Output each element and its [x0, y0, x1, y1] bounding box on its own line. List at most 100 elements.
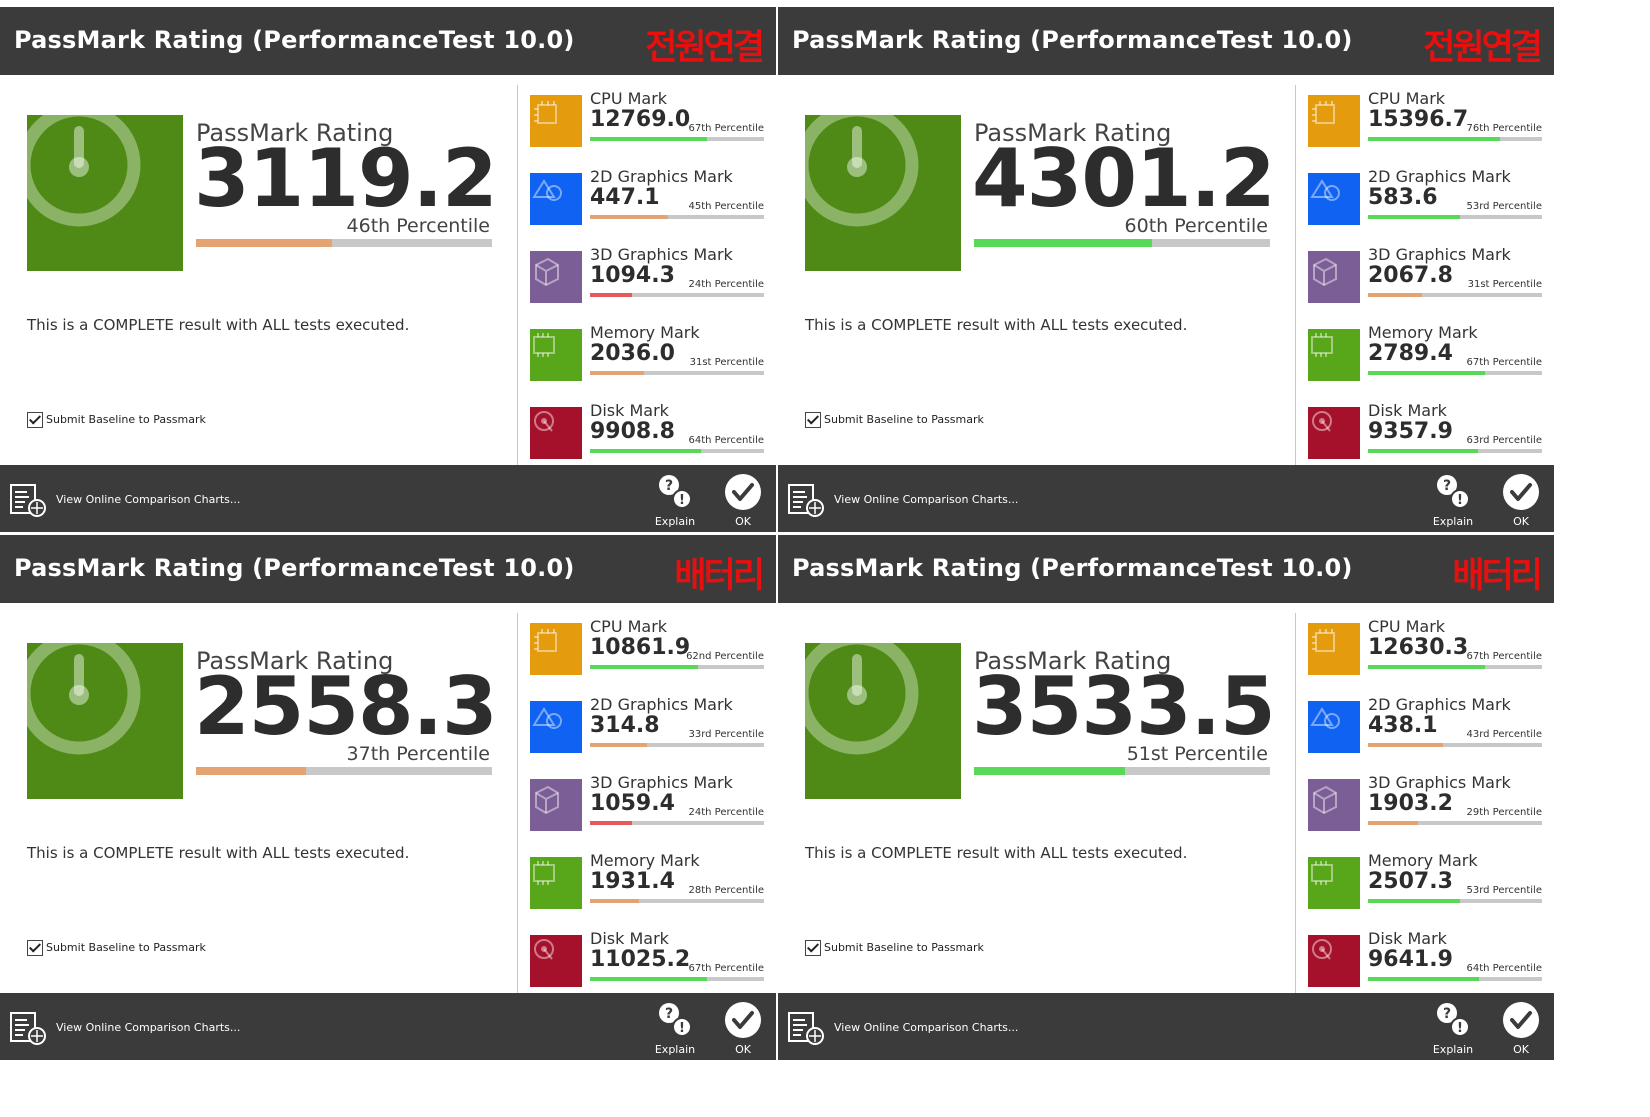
mark-percentile: 24th Percentile: [688, 279, 765, 290]
ok-button[interactable]: OK: [720, 471, 766, 529]
comparison-charts-icon: [10, 1011, 48, 1045]
mark-value: 12769.0: [590, 107, 691, 132]
mark-percentile: 24th Percentile: [688, 807, 765, 818]
svg-text:?: ?: [665, 1006, 673, 1022]
disk-drive-icon: [1308, 407, 1360, 459]
explain-label: Explain: [1432, 515, 1474, 528]
ok-button[interactable]: OK: [1498, 471, 1544, 529]
checkbox-checked-icon[interactable]: [27, 412, 43, 428]
disk-drive-mark: Disk Mark 9908.8 64th Percentile: [530, 401, 766, 463]
ok-label: OK: [735, 1043, 751, 1056]
submit-baseline-checkbox[interactable]: Submit Baseline to Passmark: [27, 412, 206, 428]
rating-percentile-bar: [974, 767, 1270, 775]
mark-percentile: 62nd Percentile: [686, 651, 764, 662]
mark-percentile-bar-fill: [590, 821, 632, 825]
window-title: PassMark Rating (PerformanceTest 10.0): [14, 26, 575, 54]
mark-percentile-bar-fill: [1368, 137, 1501, 141]
memory-chip-icon: [530, 857, 582, 909]
rating-percentile-bar-fill: [974, 239, 1152, 247]
submit-baseline-label: Submit Baseline to Passmark: [46, 413, 206, 426]
mark-value: 438.1: [1368, 713, 1438, 738]
cpu-chip-mark: CPU Mark 12769.0 67th Percentile: [530, 89, 766, 151]
rating-label: PassMark Rating: [974, 647, 1172, 675]
mark-label: Memory Mark: [1368, 323, 1478, 342]
submit-baseline-label: Submit Baseline to Passmark: [824, 941, 984, 954]
submit-baseline-checkbox[interactable]: Submit Baseline to Passmark: [805, 940, 984, 956]
rating-percentile-bar-fill: [974, 767, 1125, 775]
charts-link-label: View Online Comparison Charts...: [56, 493, 241, 506]
explain-button[interactable]: ?! Explain: [1430, 999, 1476, 1057]
submit-baseline-checkbox[interactable]: Submit Baseline to Passmark: [27, 940, 206, 956]
footer-bar: View Online Comparison Charts... ?! Explai…: [0, 465, 776, 532]
checkbox-checked-icon[interactable]: [805, 940, 821, 956]
mark-value: 2036.0: [590, 341, 675, 366]
mark-percentile-bar-fill: [590, 137, 707, 141]
divider: [1295, 85, 1296, 465]
2d-shapes-mark: 2D Graphics Mark 583.6 53rd Percentile: [1308, 167, 1544, 229]
checkbox-checked-icon[interactable]: [805, 412, 821, 428]
3d-cube-icon: [530, 251, 582, 303]
checkbox-checked-icon[interactable]: [27, 940, 43, 956]
complete-result-text: This is a COMPLETE result with ALL tests…: [27, 844, 410, 862]
window-title: PassMark Rating (PerformanceTest 10.0): [792, 26, 1353, 54]
svg-text:!: !: [679, 1021, 685, 1036]
mark-percentile: 67th Percentile: [688, 963, 765, 974]
power-mode-tag: 배터리: [1452, 556, 1543, 596]
explain-button[interactable]: ?! Explain: [652, 999, 698, 1057]
mark-label: CPU Mark: [590, 89, 668, 108]
mark-percentile-bar-fill: [1368, 977, 1480, 981]
mark-percentile-bar-fill: [1368, 821, 1419, 825]
footer-bar: View Online Comparison Charts...?! Explai…: [0, 993, 776, 1060]
cpu-chip-mark: CPU Mark 12630.3 67th Percentile: [1308, 617, 1544, 679]
memory-chip-icon: [1308, 857, 1360, 909]
mark-percentile-bar: [590, 449, 764, 453]
ok-button[interactable]: OK: [1498, 999, 1544, 1057]
mark-value: 314.8: [590, 713, 660, 738]
complete-result-text: This is a COMPLETE result with ALL tests…: [27, 316, 410, 334]
submit-baseline-checkbox[interactable]: Submit Baseline to Passmark: [805, 412, 984, 428]
mark-percentile-bar: [1368, 743, 1542, 747]
mark-percentile-bar: [590, 899, 764, 903]
power-mode-tag: 전원연결: [1423, 28, 1543, 68]
mark-percentile-bar: [590, 293, 764, 297]
rating-percentile-bar-fill: [196, 239, 333, 247]
question-exclamation-icon: ?!: [656, 1001, 694, 1039]
mark-percentile-bar: [1368, 293, 1542, 297]
mark-label: 2D Graphics Mark: [590, 695, 733, 714]
mark-percentile-bar: [590, 665, 764, 669]
mark-percentile: 53rd Percentile: [1466, 201, 1542, 212]
mark-percentile-bar: [1368, 899, 1542, 903]
cpu-chip-icon: [1308, 95, 1360, 147]
rating-percentile-bar-fill: [196, 767, 306, 775]
mark-percentile-bar: [1368, 977, 1542, 981]
mark-percentile-bar: [1368, 215, 1542, 219]
mark-label: CPU Mark: [1368, 89, 1446, 108]
mark-percentile: 31st Percentile: [689, 357, 764, 368]
mark-value: 2507.3: [1368, 869, 1453, 894]
result-body: PassMark Rating 3119.2 46th Percentile This…: [0, 75, 776, 465]
checkmark-icon: [724, 473, 762, 511]
mark-percentile-bar-fill: [1368, 449, 1478, 453]
checkmark-icon: [1502, 1001, 1540, 1039]
mark-label: 2D Graphics Mark: [1368, 695, 1511, 714]
title-bar: PassMark Rating (PerformanceTest 10.0) 배터…: [778, 535, 1554, 603]
explain-label: Explain: [654, 1043, 696, 1056]
question-exclamation-icon: ?!: [656, 473, 694, 511]
title-bar: PassMark Rating (PerformanceTest 10.0) 전원…: [778, 7, 1554, 75]
rating-label: PassMark Rating: [196, 647, 394, 675]
rating-percentile: 37th Percentile: [346, 743, 490, 765]
explain-button[interactable]: ?! Explain: [652, 471, 698, 529]
mark-percentile-bar: [590, 371, 764, 375]
2d-shapes-mark: 2D Graphics Mark 447.1 45th Percentile: [530, 167, 766, 229]
passmark-result-panel: PassMark Rating (PerformanceTest 10.0) 배터…: [0, 535, 776, 1060]
window-title: PassMark Rating (PerformanceTest 10.0): [792, 554, 1353, 582]
rating-value: 2558.3: [194, 660, 498, 753]
comparison-charts-icon: [788, 1011, 826, 1045]
stopwatch-icon: [805, 643, 961, 799]
mark-value: 1094.3: [590, 263, 675, 288]
explain-button[interactable]: ?! Explain: [1430, 471, 1476, 529]
ok-button[interactable]: OK: [720, 999, 766, 1057]
disk-drive-mark: Disk Mark 9641.9 64th Percentile: [1308, 929, 1544, 991]
mark-percentile-bar: [1368, 371, 1542, 375]
svg-text:?: ?: [1443, 478, 1451, 494]
